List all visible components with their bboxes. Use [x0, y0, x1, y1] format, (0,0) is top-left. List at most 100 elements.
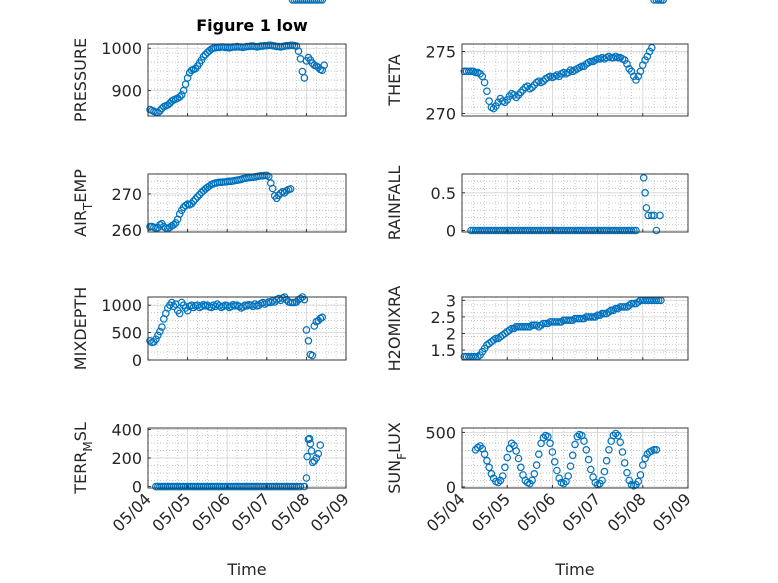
data-point — [629, 299, 638, 308]
data-point — [166, 223, 174, 232]
data-point — [168, 97, 176, 106]
data-point — [605, 445, 613, 454]
data-point — [627, 299, 636, 308]
data-point — [623, 468, 631, 477]
data-point — [302, 474, 311, 482]
data-point — [650, 445, 658, 454]
data-point — [647, 211, 656, 220]
data-point — [625, 65, 634, 73]
data-point — [634, 477, 643, 486]
data-point — [168, 298, 176, 307]
y-tick-label: 1000 — [101, 296, 142, 315]
y-tick-label: 900 — [111, 82, 142, 101]
data-point — [586, 465, 595, 474]
data-point — [566, 462, 575, 471]
data-point — [189, 197, 198, 206]
data-point — [632, 76, 640, 84]
data-point — [580, 437, 588, 445]
y-tick-label: 500 — [425, 423, 456, 442]
data-point — [641, 189, 649, 197]
data-point — [568, 451, 577, 460]
data-point — [638, 461, 647, 469]
data-point — [503, 453, 512, 462]
data-point — [514, 91, 523, 99]
data-point — [199, 52, 208, 61]
data-point — [483, 87, 491, 96]
y-tick-label: 2 — [446, 324, 456, 343]
data-point — [201, 50, 210, 59]
data-point — [582, 445, 591, 454]
data-point — [596, 311, 604, 320]
y-tick-label: 0 — [446, 478, 456, 497]
data-point — [175, 309, 184, 318]
y-tick-label: 500 — [111, 324, 142, 343]
data-point — [303, 452, 312, 461]
data-point — [530, 81, 539, 89]
data-point — [642, 204, 651, 212]
axes-frame — [147, 296, 347, 361]
data-point — [195, 190, 204, 199]
series-markers — [460, 0, 667, 113]
data-point — [609, 431, 618, 440]
data-point — [614, 431, 622, 440]
y-tick-label: 0 — [132, 351, 142, 370]
data-point — [489, 104, 498, 113]
y-tick-label: 200 — [111, 449, 142, 468]
data-point — [564, 68, 573, 77]
data-point — [532, 321, 541, 330]
y-axis-label: SUNFLUX — [385, 422, 409, 494]
data-point — [654, 0, 663, 4]
data-point — [308, 351, 317, 360]
data-point — [564, 472, 573, 480]
data-point — [154, 331, 162, 340]
data-point — [318, 313, 327, 322]
data-point — [616, 438, 625, 447]
data-point — [183, 306, 192, 315]
x-axis-label: Time — [554, 560, 594, 579]
data-point — [625, 476, 634, 485]
data-point — [464, 67, 473, 76]
data-point — [546, 439, 554, 448]
x-axis-label: Time — [226, 560, 266, 579]
data-point — [294, 47, 303, 56]
series-markers — [471, 0, 667, 490]
data-point — [512, 447, 521, 455]
data-point — [467, 67, 475, 76]
data-point — [512, 93, 521, 102]
data-point — [550, 457, 559, 466]
y-axis-label: THETA — [385, 54, 404, 106]
data-point — [656, 211, 664, 220]
series-markers — [146, 41, 329, 117]
data-point — [641, 454, 649, 463]
data-point — [164, 101, 172, 109]
subplot-theta: 270 275 THETA — [385, 0, 689, 124]
data-point — [593, 311, 602, 320]
data-point — [487, 469, 496, 478]
data-point — [310, 322, 319, 330]
y-tick-label: 0 — [132, 478, 142, 497]
data-point — [553, 466, 561, 475]
data-point — [629, 72, 638, 81]
y-tick-label: 0.5 — [431, 184, 456, 203]
data-point — [268, 184, 277, 193]
data-point — [647, 43, 656, 52]
major-grid — [462, 174, 688, 232]
data-point — [530, 469, 539, 478]
y-axis-label: MIXDEPTH — [71, 287, 90, 370]
data-point — [483, 456, 491, 465]
subplot-mixdepth: 0 500 1000 MIXDEPTH — [71, 287, 347, 370]
data-point — [600, 467, 609, 476]
data-point — [528, 83, 536, 92]
axes-frame — [461, 427, 689, 489]
data-point — [532, 461, 541, 469]
data-point — [598, 309, 606, 318]
data-point — [575, 314, 584, 323]
data-point — [158, 323, 166, 331]
data-point — [528, 476, 536, 485]
data-point — [480, 78, 489, 87]
y-tick-label: 0 — [446, 221, 456, 240]
data-point — [589, 313, 597, 321]
data-point — [300, 74, 309, 82]
data-point — [598, 476, 606, 485]
